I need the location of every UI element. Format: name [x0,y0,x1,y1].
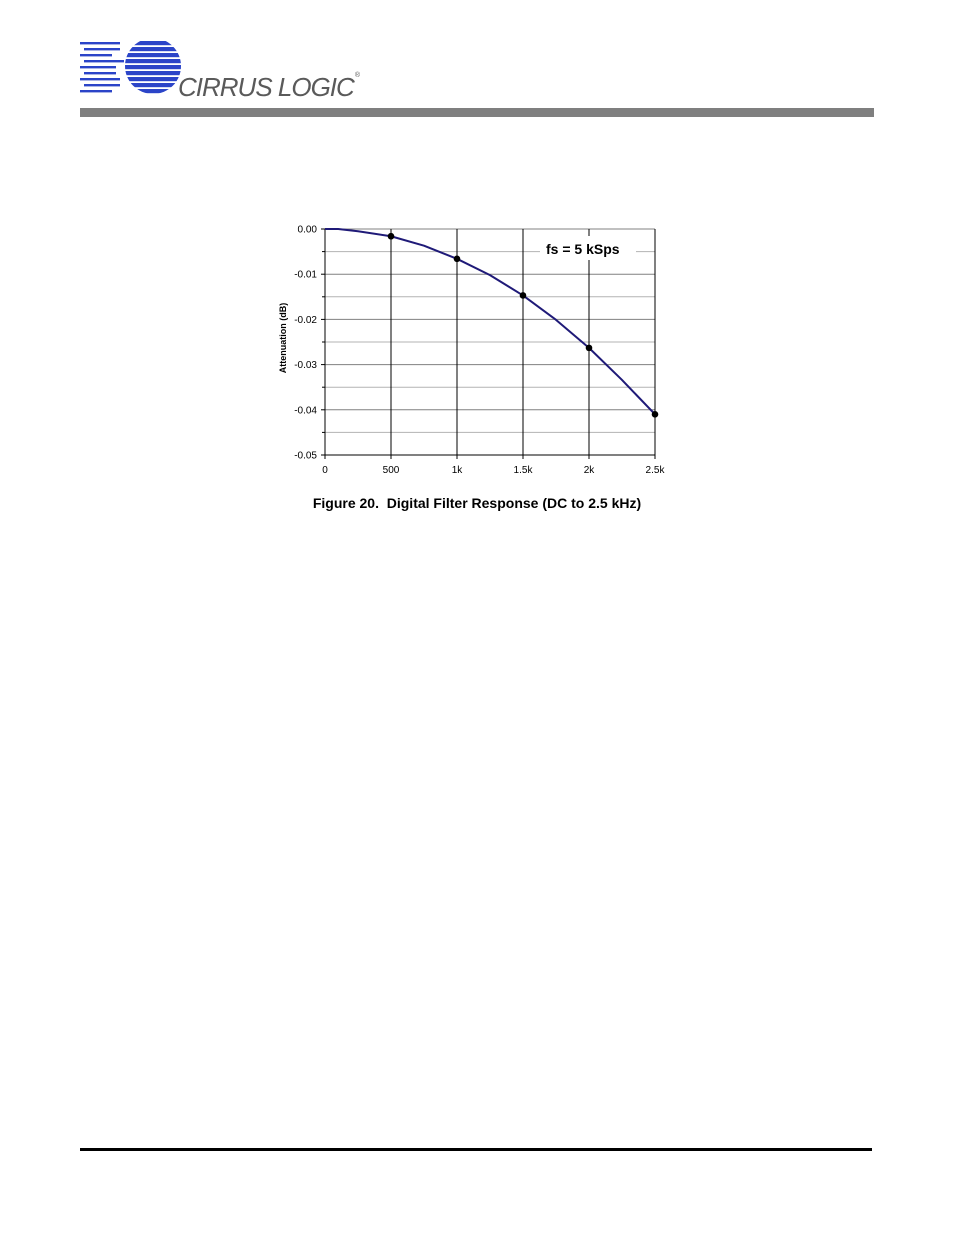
x-tick-label: 500 [383,465,400,476]
chart-axes [321,228,656,459]
logo-globe-band [125,47,181,52]
logo-globe-band [125,59,181,64]
logo-stripe [80,90,112,93]
logo-globe-band [125,77,181,82]
x-tick-label: 2k [584,465,596,476]
logo-stripe [84,84,120,87]
trademark-symbol: ® [354,72,360,79]
sample-rate-annotation: fs = 5 kSps [546,241,620,257]
logo-stripe [84,60,124,63]
logo-stripe [80,66,116,69]
logo-globe-band [125,89,181,94]
y-axis-label: Attenuation (dB) [278,303,288,373]
logo-globe-band [125,83,181,88]
series-line [325,228,656,416]
y-tick-label: -0.03 [294,360,317,371]
logo-stripe [80,78,120,81]
logo-stripe [80,54,112,57]
cirrus-logic-logo [80,41,181,94]
y-tick-label: -0.01 [294,270,317,281]
y-tick-label: -0.02 [294,315,317,326]
header-bar [80,108,874,117]
y-tick-label: -0.04 [294,405,317,416]
footer-rule [80,1148,872,1151]
y-tick-label: 0.00 [298,225,318,236]
data-point [585,344,593,352]
data-point [519,292,527,299]
brand-name: CIRRUS LOGIC® [178,72,360,102]
figure-caption: Figure 20. Digital Filter Response (DC t… [312,495,642,511]
x-tick-label: 1.5k [514,465,534,476]
digital-filter-response-chart: 0.00 -0.01 -0.02 -0.03 -0.04 -0.05 0 500 1k 1.5k… [278,225,665,477]
series-layer [325,228,659,418]
logo-globe-band [125,65,181,70]
logo-stripe [84,72,116,75]
logo-globe-band [125,41,181,46]
data-point [453,255,461,263]
logo-globe [125,41,181,94]
logo-stripes [80,41,181,94]
logo-globe-band [125,53,181,58]
annotation-box [540,236,636,260]
x-tick-labels: 0 500 1k 1.5k 2k 2.5k [322,465,665,476]
y-tick-labels: 0.00 -0.01 -0.02 -0.03 -0.04 -0.05 [294,225,317,462]
data-point [387,232,395,240]
logo-globe-band [125,71,181,76]
chart-grid [325,228,656,456]
x-tick-label: 1k [452,465,464,476]
y-tick-label: -0.05 [294,451,317,462]
x-tick-label: 0 [322,465,328,476]
logo-stripe [84,48,120,51]
x-tick-label: 2.5k [646,465,666,476]
logo-stripe [80,42,120,45]
data-point [651,411,659,418]
